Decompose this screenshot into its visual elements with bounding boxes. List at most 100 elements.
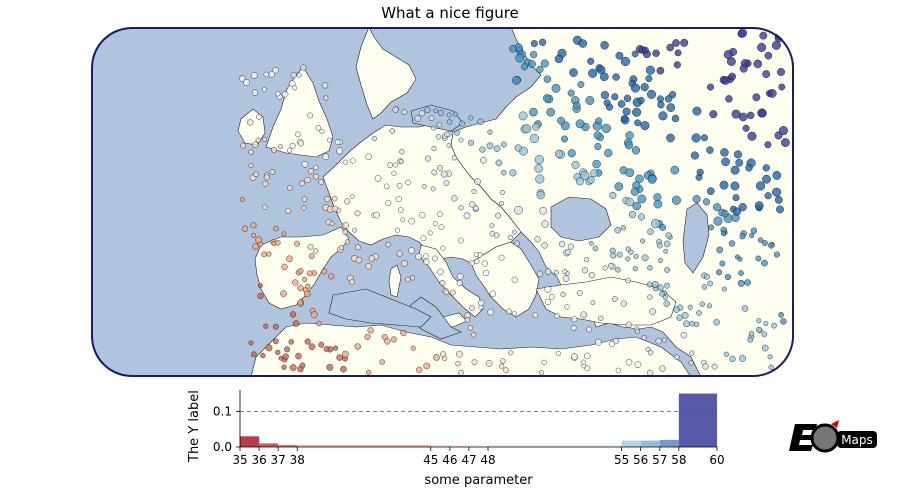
x-tick-label: 58 xyxy=(671,453,686,467)
data-point xyxy=(424,106,431,114)
data-point xyxy=(301,205,307,211)
data-point xyxy=(745,164,753,172)
data-point xyxy=(397,207,404,213)
data-point xyxy=(749,232,755,238)
y-tick-label: 0.1 xyxy=(213,404,232,418)
data-point xyxy=(739,233,746,240)
x-tick-label: 47 xyxy=(461,453,476,467)
data-point xyxy=(723,351,730,357)
data-point xyxy=(354,210,361,217)
data-point xyxy=(364,333,371,340)
data-point xyxy=(575,177,584,186)
data-point xyxy=(761,259,768,267)
map-canvas[interactable] xyxy=(91,27,794,377)
data-point xyxy=(554,149,563,158)
data-point xyxy=(620,300,627,307)
data-point xyxy=(709,110,718,119)
data-point xyxy=(588,68,598,78)
data-point xyxy=(543,94,552,103)
data-point xyxy=(713,319,720,326)
data-point xyxy=(365,153,372,160)
data-point xyxy=(747,131,757,141)
data-point xyxy=(428,115,435,121)
data-point xyxy=(464,317,470,323)
data-point xyxy=(744,279,751,286)
data-point xyxy=(658,258,663,263)
data-point xyxy=(642,46,649,54)
data-point xyxy=(248,340,254,346)
data-point xyxy=(730,181,740,191)
data-point xyxy=(498,254,505,261)
data-point xyxy=(379,359,385,365)
data-point xyxy=(671,114,680,123)
data-point xyxy=(730,165,740,175)
data-point xyxy=(408,217,416,225)
data-point xyxy=(647,294,653,300)
data-point xyxy=(480,156,487,164)
data-point xyxy=(612,296,618,302)
data-point xyxy=(396,250,403,257)
data-point xyxy=(625,168,635,178)
data-point xyxy=(281,263,288,271)
data-point xyxy=(632,266,638,272)
y-ticks: 0.0 0.1 xyxy=(213,404,240,454)
data-point xyxy=(486,142,494,150)
data-point xyxy=(599,72,609,82)
data-point xyxy=(260,353,266,359)
data-point xyxy=(307,112,314,119)
data-point xyxy=(728,72,737,81)
data-point xyxy=(247,119,254,126)
data-point xyxy=(430,186,436,192)
data-point xyxy=(433,354,440,361)
data-point xyxy=(315,125,322,131)
data-point xyxy=(562,275,570,282)
data-point xyxy=(304,176,311,184)
data-point xyxy=(474,178,481,186)
data-point xyxy=(691,133,701,143)
data-point xyxy=(555,351,561,357)
data-point xyxy=(755,255,762,262)
data-point xyxy=(459,120,466,127)
data-point xyxy=(285,207,292,214)
data-point xyxy=(297,284,304,292)
data-point xyxy=(349,157,356,164)
data-point xyxy=(708,224,714,231)
data-point xyxy=(754,201,764,211)
data-point xyxy=(261,251,267,258)
data-point xyxy=(318,341,325,348)
data-point xyxy=(539,206,548,215)
data-point xyxy=(508,350,514,356)
data-point xyxy=(617,100,626,108)
data-point xyxy=(734,150,743,159)
data-point xyxy=(707,280,713,287)
data-point xyxy=(275,91,281,97)
data-point xyxy=(587,57,595,65)
data-point xyxy=(650,219,661,229)
data-point xyxy=(253,171,259,178)
data-point xyxy=(536,191,545,200)
data-point xyxy=(280,290,287,298)
x-tick-label: 35 xyxy=(232,453,247,467)
data-point xyxy=(292,85,298,91)
data-point xyxy=(354,343,361,350)
data-point xyxy=(564,304,570,310)
data-point xyxy=(511,311,517,317)
map-panel[interactable] xyxy=(91,27,794,377)
data-point xyxy=(500,358,506,364)
data-point xyxy=(344,239,350,245)
data-point xyxy=(250,222,257,229)
data-point xyxy=(263,323,269,329)
data-point xyxy=(308,253,315,260)
data-point xyxy=(391,170,397,177)
data-point xyxy=(564,249,571,256)
data-point xyxy=(584,352,591,360)
data-point xyxy=(546,107,556,117)
data-point xyxy=(637,96,645,104)
data-point xyxy=(392,106,399,113)
data-point xyxy=(732,194,740,202)
data-point xyxy=(295,352,302,360)
data-point xyxy=(493,232,500,239)
data-point xyxy=(538,370,544,376)
data-point xyxy=(544,298,552,306)
colorbar-histogram: 0.0 0.1 35 36 37 38 45 46 47 48 55 56 57 58 60 xyxy=(213,390,725,467)
